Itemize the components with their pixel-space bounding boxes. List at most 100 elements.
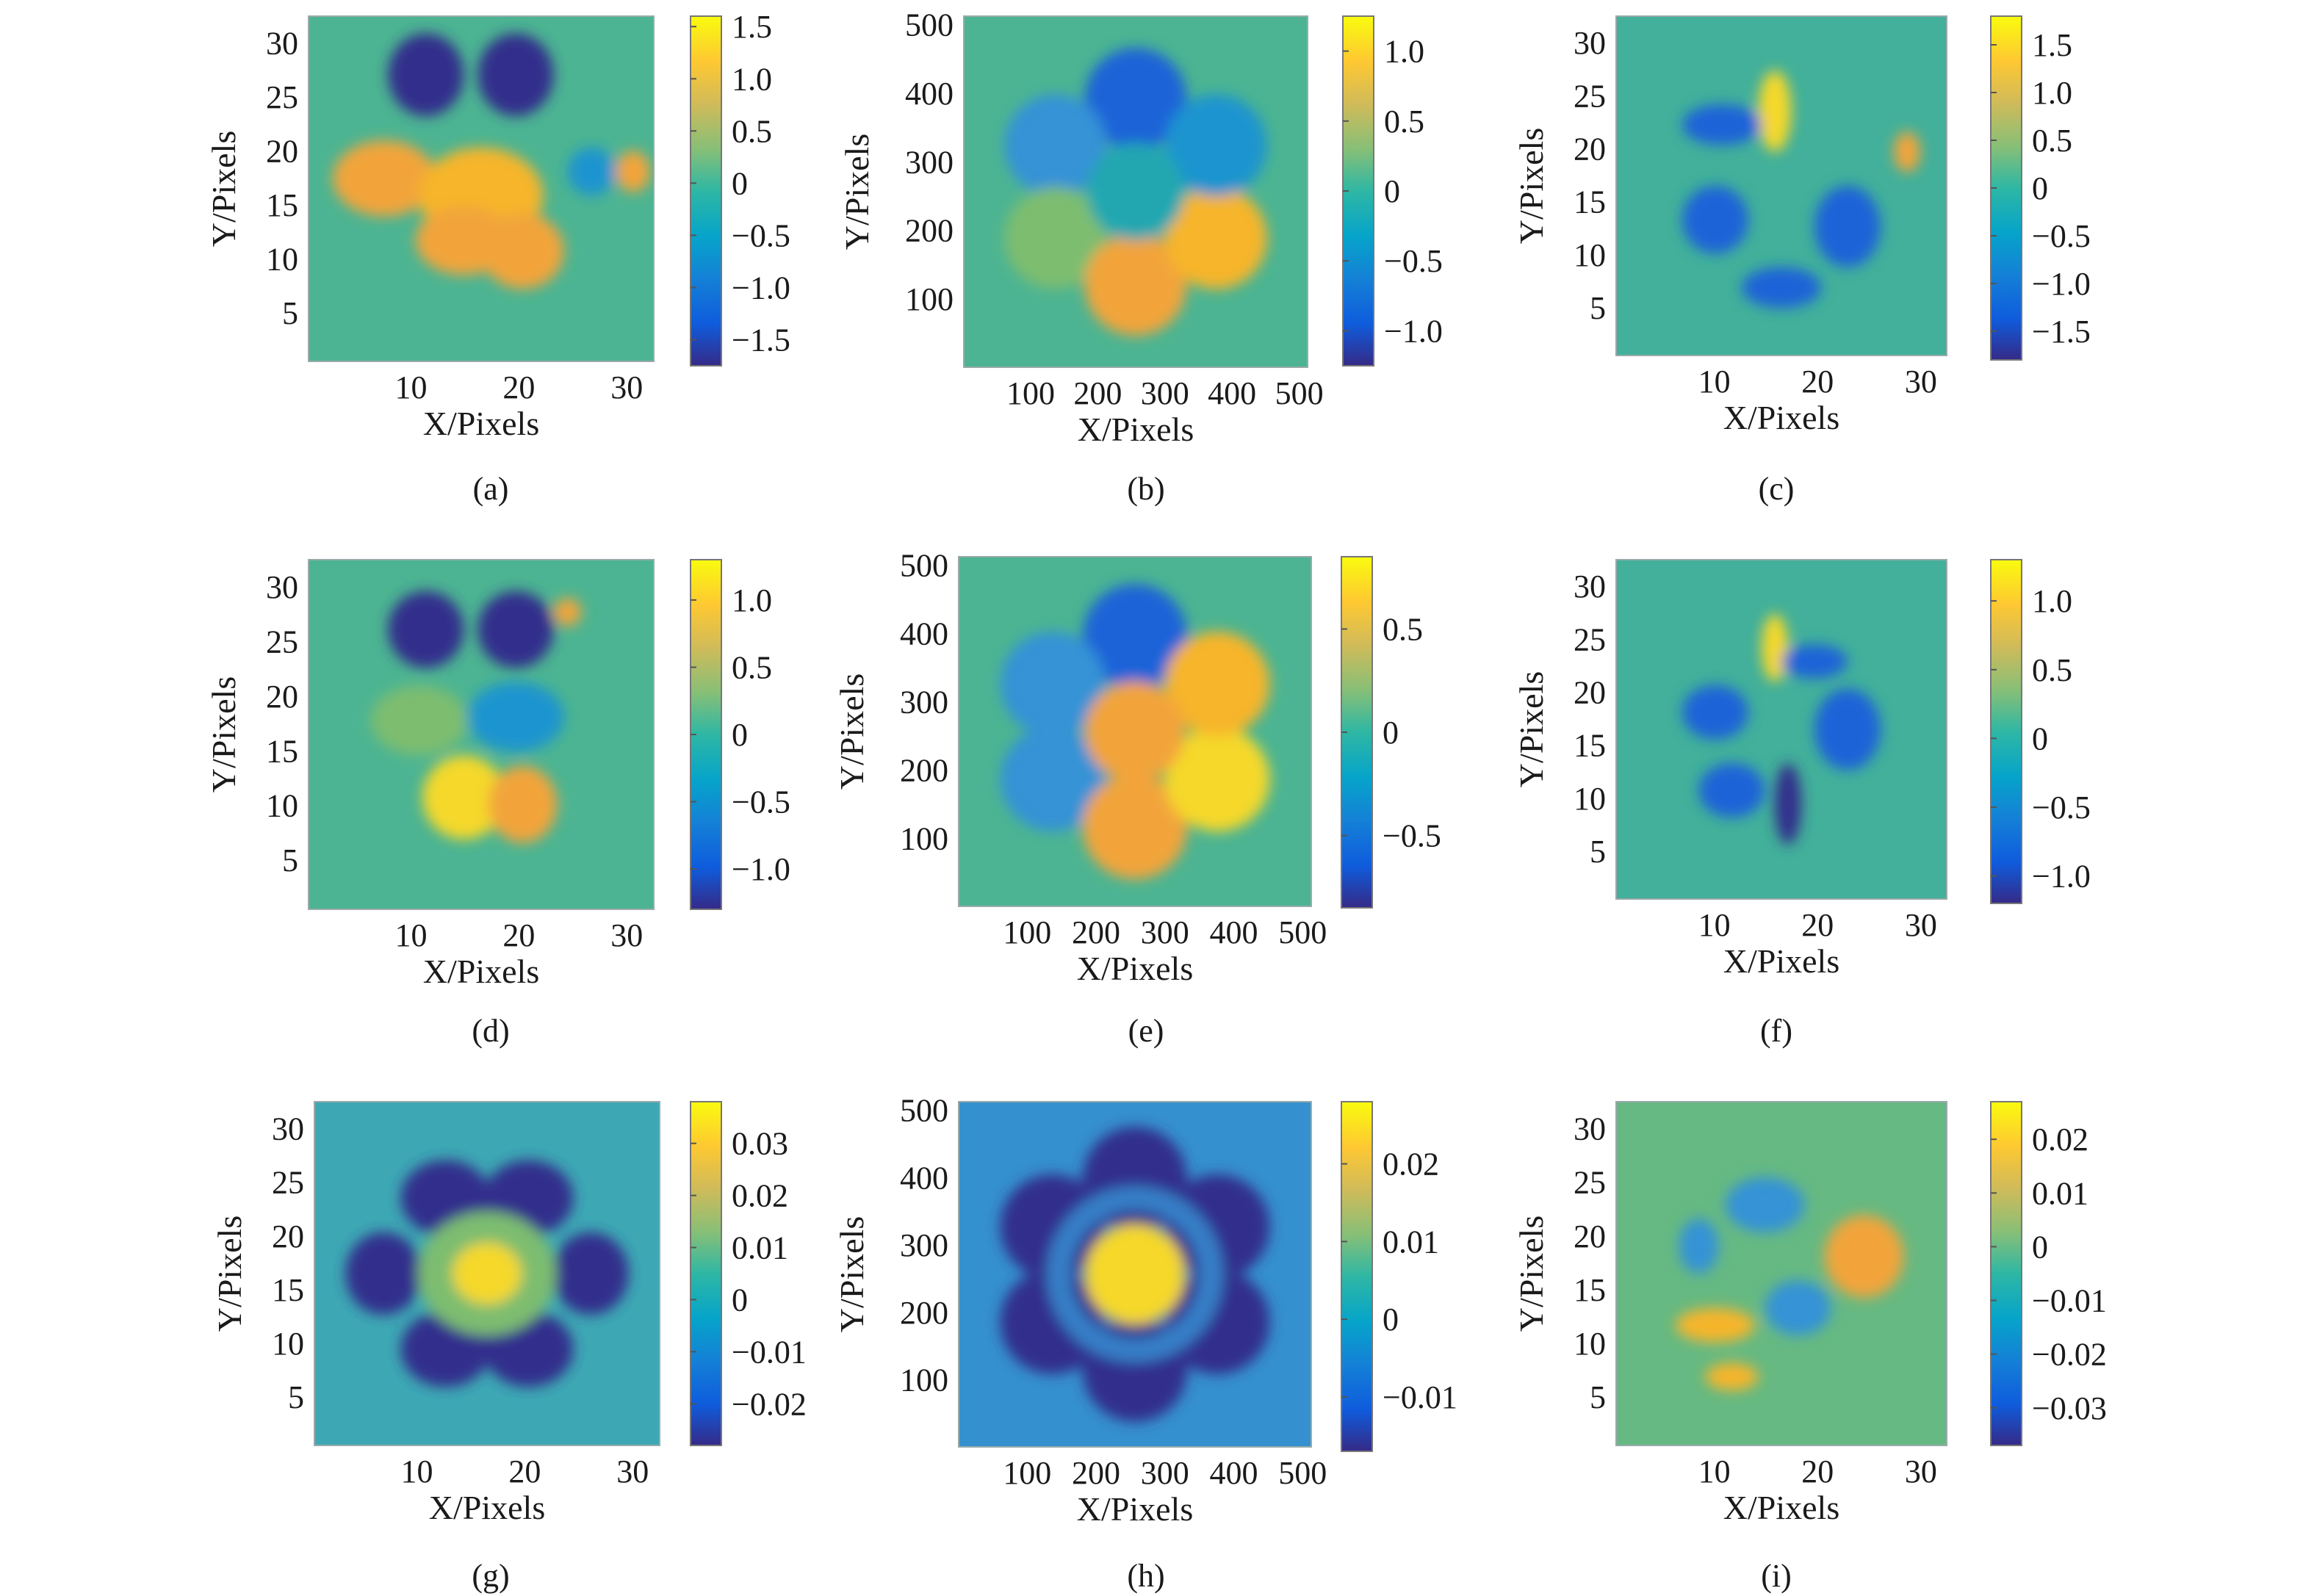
colorbar-tick-label: 1.0: [2032, 583, 2072, 619]
plot-frame: [1615, 559, 1947, 900]
x-axis-label: X/Pixels: [1723, 399, 1839, 436]
y-tick-label: 200: [900, 753, 948, 789]
y-tick-label: 25: [1574, 621, 1606, 657]
colorbar: [1990, 559, 2022, 904]
y-tick-label: 30: [1574, 25, 1606, 61]
colorbar-tick-label: −1.0: [2032, 266, 2091, 302]
field-blob: [1682, 685, 1748, 740]
y-tick-label: 300: [900, 685, 948, 721]
panel-g: 10 20 30 5 10 15 20 25 30 X/Pixels Y/Pixels 0.03 0.0…: [211, 1101, 807, 1594]
x-tick-label: 200: [1072, 1455, 1120, 1491]
x-tick-label: 500: [1278, 914, 1327, 950]
field-disc: [1164, 1174, 1270, 1279]
field-disc: [1082, 584, 1188, 689]
field-disc: [1164, 1269, 1270, 1375]
field-blob: [1824, 1215, 1904, 1298]
x-tick-label: 30: [616, 1454, 649, 1490]
y-tick-label: 100: [905, 281, 954, 317]
field-blob: [1698, 763, 1765, 818]
field-blob: [481, 212, 564, 289]
panel-b: 100 200 300 400 500 100 200 300 400 500 X/Pixels Y/…: [838, 7, 1443, 507]
colorbar-tick-label: 1.0: [732, 61, 772, 97]
y-tick-label: 300: [900, 1227, 948, 1263]
field-blob: [332, 140, 436, 217]
heatmap-field: [332, 33, 651, 289]
y-tick-label: 20: [1574, 1218, 1606, 1254]
heatmap-field: [345, 1160, 629, 1387]
y-tick-label: 20: [1574, 131, 1606, 167]
field-blob: [1814, 688, 1881, 770]
x-tick-label: 400: [1210, 1455, 1258, 1491]
colorbar-tick-label: 0: [2032, 1229, 2048, 1265]
field-blob: [1765, 1280, 1831, 1336]
field-disc: [1086, 142, 1185, 241]
x-tick-label: 100: [1003, 1455, 1051, 1491]
panel-f: 10 20 30 5 10 15 20 25 30 X/Pixels Y/Pixels 1.0 0.5 0…: [1513, 559, 2091, 1049]
colorbar-tick-label: 0.02: [1383, 1147, 1439, 1182]
field-disc: [1164, 187, 1267, 289]
colorbar-tick-label: 0: [732, 717, 748, 753]
field-disc: [1004, 94, 1107, 197]
x-axis-label: X/Pixels: [1077, 950, 1193, 987]
field-blob: [1676, 1307, 1755, 1343]
y-tick-label: 30: [1574, 568, 1606, 604]
y-tick-label: 30: [1574, 1111, 1606, 1147]
field-disc: [1164, 94, 1267, 197]
field-blob: [388, 591, 464, 668]
panel-caption: (d): [472, 1013, 509, 1049]
field-blob: [553, 598, 582, 627]
field-blob: [1742, 267, 1821, 308]
colorbar-tick-label: 1.5: [732, 9, 772, 45]
x-tick-label: 20: [1801, 364, 1834, 400]
colorbar: [1990, 1101, 2022, 1446]
x-tick-label: 30: [610, 917, 643, 953]
colorbar-tick-label: −0.01: [2032, 1283, 2107, 1319]
colorbar-tick-label: 0.01: [732, 1230, 788, 1266]
field-blob: [1894, 131, 1920, 173]
x-tick-label: 500: [1275, 375, 1324, 411]
x-tick-label: 20: [502, 369, 535, 405]
colorbar-tick-label: −0.5: [2032, 218, 2091, 254]
y-tick-label: 5: [1590, 290, 1606, 326]
colorbar-tick-label: 0: [1384, 173, 1400, 209]
colorbar: [690, 15, 722, 366]
panel-i: 10 20 30 5 10 15 20 25 30 X/Pixels Y/Pixels 0.02 0.0…: [1513, 1101, 2107, 1594]
x-axis-label: X/Pixels: [423, 405, 539, 442]
colorbar-tick-label: −1.0: [732, 270, 790, 306]
colorbar-tick-label: −0.5: [2032, 790, 2091, 826]
y-tick-label: 25: [1574, 78, 1606, 114]
y-tick-label: 500: [900, 1092, 948, 1128]
y-axis-label: Y/Pixels: [211, 1216, 248, 1332]
x-axis-label: X/Pixels: [1723, 942, 1839, 980]
y-tick-label: 10: [266, 788, 298, 824]
field-blob: [1682, 186, 1748, 254]
colorbar-tick-label: 0.5: [2032, 123, 2072, 159]
y-tick-label: 500: [905, 7, 954, 43]
heatmap-field: [1682, 70, 1920, 308]
colorbar-tick-label: 0.5: [1384, 104, 1424, 140]
heatmap-background: [1616, 560, 1947, 899]
colorbar-tick-label: 0.01: [2032, 1175, 2088, 1211]
field-blob: [488, 765, 558, 843]
y-axis-label: Y/Pixels: [838, 134, 876, 250]
heatmap-field: [1676, 1177, 1904, 1391]
y-tick-label: 20: [272, 1218, 304, 1254]
y-tick-label: 500: [900, 548, 948, 584]
x-tick-label: 20: [502, 917, 535, 953]
x-tick-label: 200: [1072, 914, 1120, 950]
x-tick-label: 400: [1210, 914, 1258, 950]
y-tick-label: 400: [900, 1160, 948, 1196]
x-tick-label: 10: [1698, 1454, 1731, 1490]
x-tick-label: 300: [1141, 914, 1189, 950]
colorbar-tick-label: −0.01: [1383, 1379, 1457, 1415]
colorbar-tick-label: 1.0: [1384, 34, 1424, 70]
y-tick-label: 15: [272, 1272, 304, 1308]
colorbar: [1341, 1101, 1373, 1452]
plot-frame: [963, 15, 1308, 368]
colorbar-tick-label: −1.0: [1384, 313, 1443, 349]
field-blob: [467, 682, 564, 752]
x-tick-label: 100: [1006, 375, 1055, 411]
plot-frame: [308, 559, 655, 910]
panel-e: 100 200 300 400 500 100 200 300 400 500 X/Pixels Y/…: [833, 548, 1441, 1049]
colorbar-tick-label: 1.0: [732, 582, 772, 618]
